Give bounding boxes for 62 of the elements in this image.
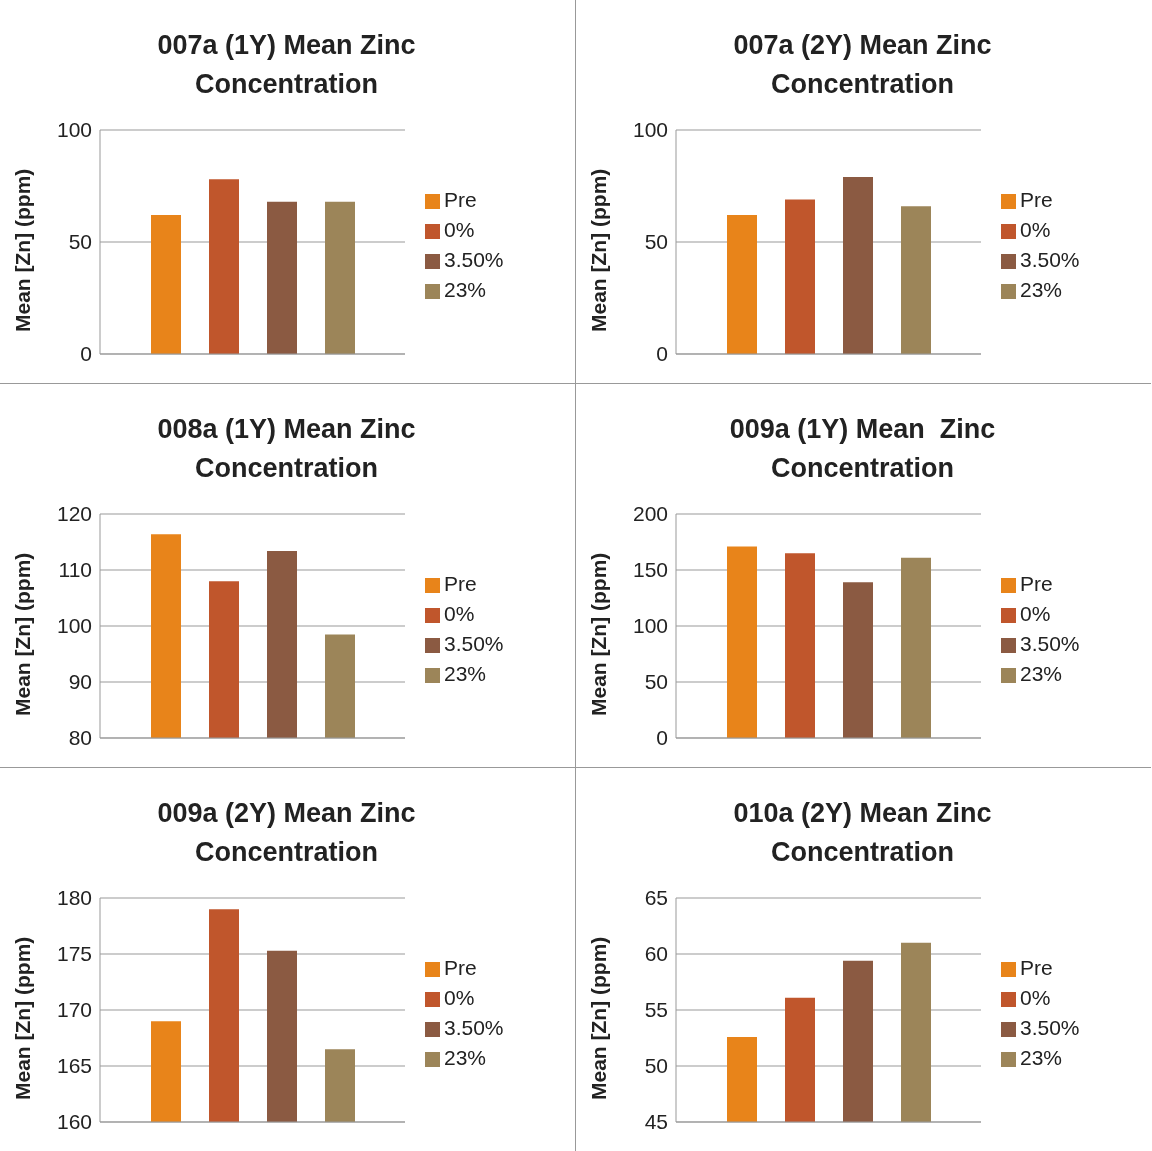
y-tick-label: 80 xyxy=(68,726,92,750)
y-tick-label: 175 xyxy=(56,942,92,966)
legend-label: 23% xyxy=(444,278,487,301)
legend-label: Pre xyxy=(1020,956,1053,979)
legend-label: 23% xyxy=(1020,662,1063,685)
y-axis-title: Mean [Zn] (ppm) xyxy=(587,168,611,332)
legend-label: 0% xyxy=(444,602,475,625)
legend-label: Pre xyxy=(444,956,477,979)
y-tick-label: 160 xyxy=(56,1110,92,1134)
y-tick-label: 120 xyxy=(56,502,92,526)
y-tick-label: 50 xyxy=(644,230,668,254)
chart-title: 009a (2Y) Mean Zinc Concentration xyxy=(156,797,417,869)
y-tick-label: 150 xyxy=(632,558,668,582)
y-tick-label: 50 xyxy=(644,670,668,694)
y-tick-label: 100 xyxy=(632,118,668,142)
chart-title: 007a (1Y) Mean Zinc Concentration xyxy=(156,29,417,101)
y-axis-title: Mean [Zn] (ppm) xyxy=(11,552,35,716)
y-tick-label: 100 xyxy=(632,614,668,638)
legend-label: 0% xyxy=(444,218,475,241)
y-tick-label: 65 xyxy=(644,886,668,910)
y-tick-label: 200 xyxy=(632,502,668,526)
legend-label: 3.50% xyxy=(444,1016,504,1039)
y-tick-label: 55 xyxy=(644,998,668,1022)
chart-title: 010a (2Y) Mean Zinc Concentration xyxy=(732,797,993,869)
y-tick-label: 0 xyxy=(80,342,92,366)
y-tick-label: 110 xyxy=(58,558,92,582)
legend-label: 3.50% xyxy=(1020,1016,1080,1039)
y-tick-label: 90 xyxy=(68,670,92,694)
legend-label: 3.50% xyxy=(1020,248,1080,271)
y-tick-label: 45 xyxy=(644,1110,668,1134)
legend-label: 0% xyxy=(1020,602,1051,625)
legend-label: 0% xyxy=(1020,986,1051,1009)
chart-title: 009a (1Y) Mean Zinc Concentration xyxy=(728,413,997,485)
y-axis-title: Mean [Zn] (ppm) xyxy=(11,168,35,332)
legend-label: Pre xyxy=(1020,188,1053,211)
legend-label: 3.50% xyxy=(1020,632,1080,655)
chart-title: 007a (2Y) Mean Zinc Concentration xyxy=(732,29,993,101)
chart-title: 008a (1Y) Mean Zinc Concentration xyxy=(156,413,417,485)
legend-label: 3.50% xyxy=(444,632,504,655)
legend-label: 0% xyxy=(444,986,475,1009)
y-tick-label: 50 xyxy=(644,1054,668,1078)
legend-label: Pre xyxy=(1020,572,1053,595)
y-tick-label: 60 xyxy=(644,942,668,966)
y-tick-label: 50 xyxy=(68,230,92,254)
legend-label: Pre xyxy=(444,188,477,211)
y-axis-title: Mean [Zn] (ppm) xyxy=(587,552,611,716)
legend-label: Pre xyxy=(444,572,477,595)
y-tick-label: 0 xyxy=(656,726,668,750)
y-tick-label: 165 xyxy=(56,1054,92,1078)
y-axis-title: Mean [Zn] (ppm) xyxy=(11,936,35,1100)
legend-label: 0% xyxy=(1020,218,1051,241)
y-tick-label: 0 xyxy=(656,342,668,366)
legend-label: 23% xyxy=(1020,1046,1063,1069)
legend-label: 23% xyxy=(444,662,487,685)
y-tick-label: 170 xyxy=(56,998,92,1022)
y-tick-label: 100 xyxy=(56,614,92,638)
legend-label: 3.50% xyxy=(444,248,504,271)
y-tick-label: 180 xyxy=(56,886,92,910)
y-tick-label: 100 xyxy=(56,118,92,142)
y-axis-title: Mean [Zn] (ppm) xyxy=(587,936,611,1100)
legend-label: 23% xyxy=(444,1046,487,1069)
legend-label: 23% xyxy=(1020,278,1063,301)
